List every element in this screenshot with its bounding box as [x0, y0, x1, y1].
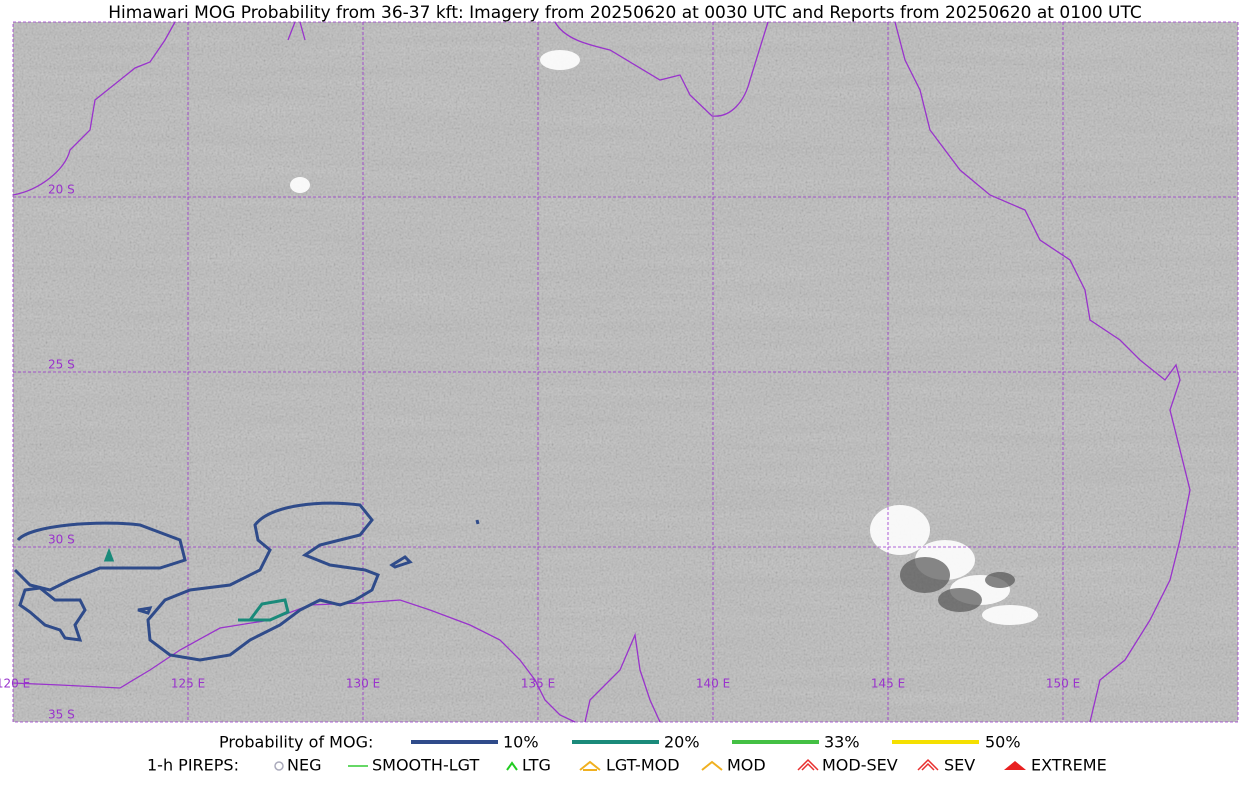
legend-label: LGT-MOD — [606, 756, 680, 775]
lat-label: 30 S — [48, 533, 75, 547]
lat-label: 25 S — [48, 358, 75, 372]
legend-label: 20% — [664, 733, 700, 752]
legend-icon — [917, 758, 939, 771]
legend-label: 50% — [985, 733, 1021, 752]
legend-icon — [797, 758, 819, 771]
lon-label: 120 E — [0, 677, 30, 691]
lon-label: 150 E — [1046, 677, 1080, 691]
contour-10 — [13, 501, 480, 662]
legend-icon — [701, 760, 723, 771]
legend-title: 1-h PIREPS: — [147, 756, 239, 775]
legend-label: EXTREME — [1031, 756, 1107, 775]
graticule — [12, 21, 1239, 723]
lon-label: 140 E — [696, 677, 730, 691]
legend-label: SMOOTH-LGT — [372, 756, 479, 775]
legend-label: NEG — [287, 756, 321, 775]
legend-probability: Probability of MOG: 10% 20% 33% 50% — [219, 733, 1021, 752]
lon-label: 135 E — [521, 677, 555, 691]
legend-label: LTG — [522, 756, 551, 775]
legend-pireps: 1-h PIREPS: NEG SMOOTH-LGT LTG LGT-MOD M… — [147, 756, 1107, 775]
legend-icon — [274, 761, 284, 771]
lon-label: 125 E — [171, 677, 205, 691]
legend-icon — [1004, 761, 1026, 770]
lat-label: 20 S — [48, 183, 75, 197]
title: Himawari MOG Probability from 36-37 kft:… — [108, 3, 1142, 23]
legend-label: MOD — [727, 756, 766, 775]
grid-labels: 20 S 25 S 30 S 35 S 120 E 125 E 130 E 13… — [0, 183, 1080, 722]
lon-label: 145 E — [871, 677, 905, 691]
legend-label: 10% — [503, 733, 539, 752]
lat-label: 35 S — [48, 708, 75, 722]
lon-label: 130 E — [346, 677, 380, 691]
contour-20 — [103, 547, 290, 622]
legend-label: SEV — [944, 756, 975, 775]
legend-icon — [506, 761, 518, 771]
legend-icon — [579, 760, 601, 771]
legend-title: Probability of MOG: — [219, 733, 373, 752]
legend-label: 33% — [824, 733, 860, 752]
legend-label: MOD-SEV — [822, 756, 898, 775]
coastline — [12, 21, 1191, 723]
